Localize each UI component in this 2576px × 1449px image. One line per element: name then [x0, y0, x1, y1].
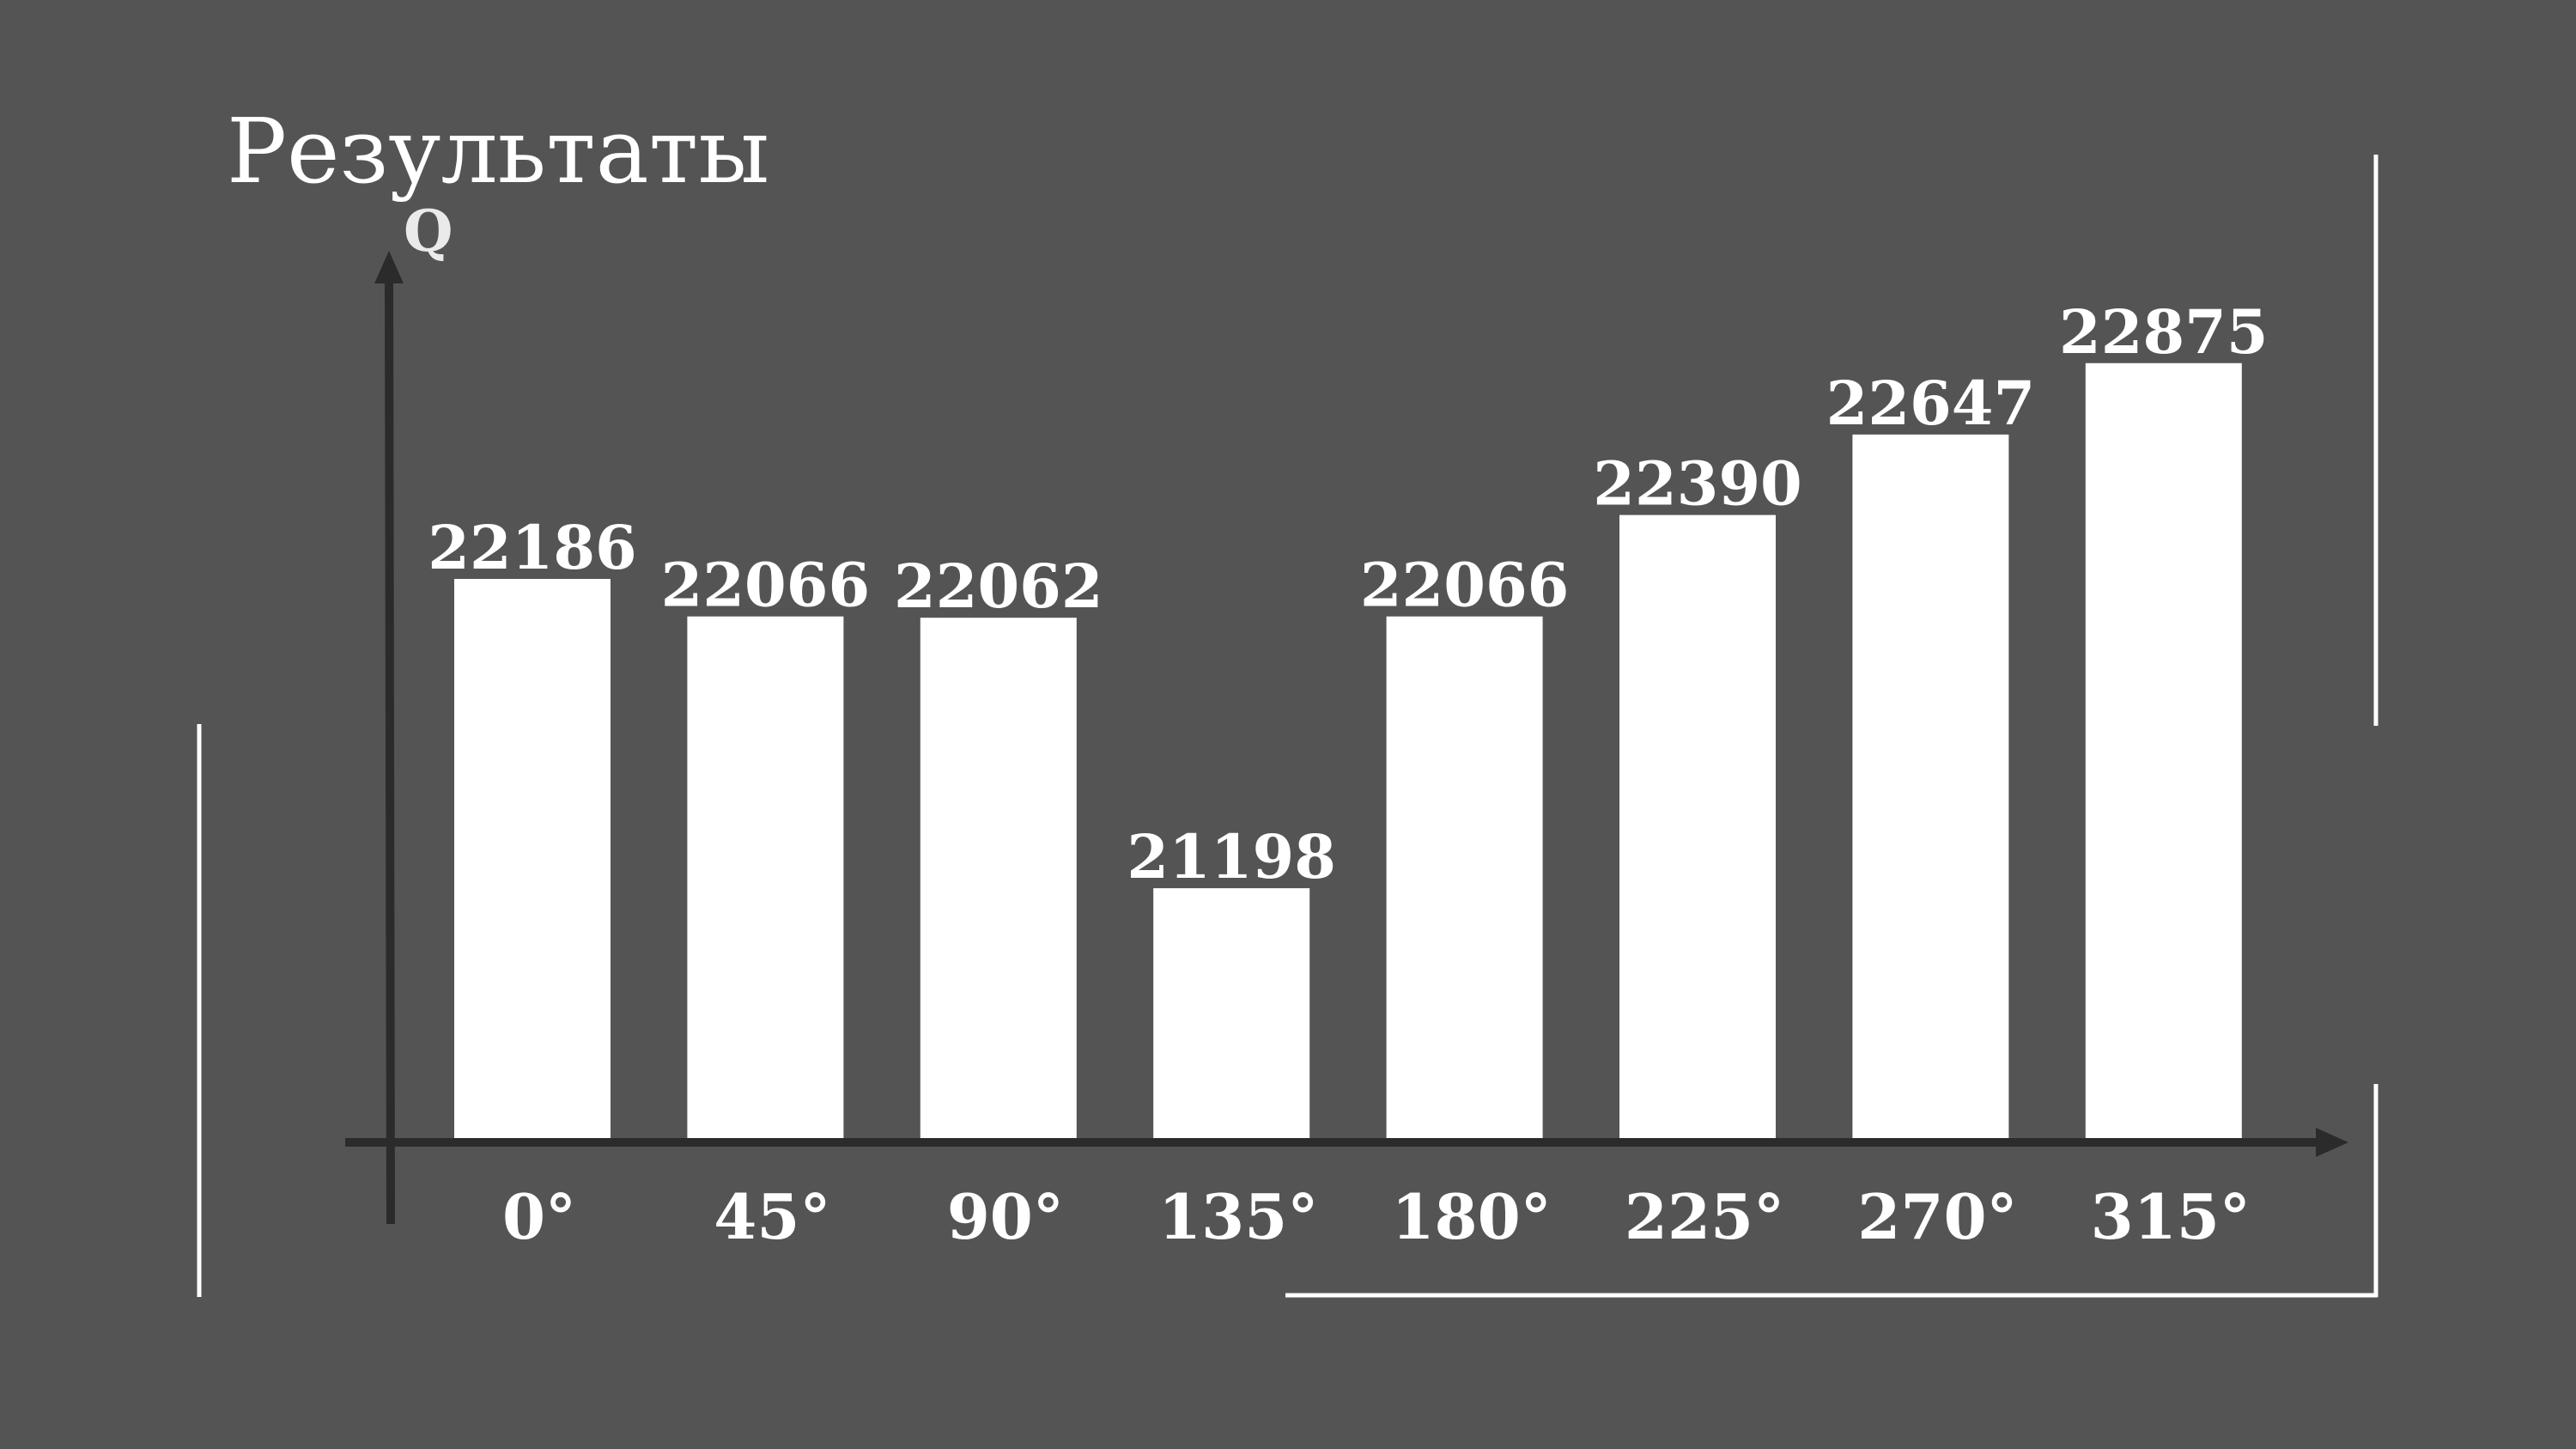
bar-3 [1153, 888, 1310, 1138]
x-axis-arrow-icon [2316, 1128, 2348, 1157]
value-label-4: 22066 [1360, 550, 1570, 621]
category-labels-group: 0° 45° 90° 135° 180° 225° 270° 315° [502, 1180, 2251, 1253]
bar-7 [2085, 362, 2242, 1138]
chart-title: Результаты [227, 99, 769, 204]
bar-5 [1619, 514, 1776, 1138]
bar-6 [1852, 434, 2009, 1138]
value-label-2: 22062 [894, 551, 1103, 622]
x-tick-label-1: 45° [714, 1180, 830, 1253]
value-labels-group: 22186 22066 22062 21198 22066 22390 22647 22875 [428, 296, 2268, 892]
bars-group [454, 362, 2242, 1138]
x-tick-label-3: 135° [1158, 1180, 1318, 1253]
x-tick-label-7: 315° [2091, 1180, 2251, 1253]
y-axis-arrow-icon [374, 251, 404, 283]
x-tick-label-4: 180° [1391, 1180, 1551, 1253]
x-tick-label-5: 225° [1625, 1180, 1784, 1253]
value-label-6: 22647 [1826, 368, 2036, 439]
value-label-0: 22186 [428, 512, 637, 583]
y-axis-label: Q [404, 198, 453, 265]
bar-0 [454, 579, 611, 1138]
bar-4 [1386, 616, 1543, 1138]
value-label-1: 22066 [661, 550, 871, 621]
value-label-3: 21198 [1127, 821, 1336, 892]
x-tick-label-6: 270° [1857, 1180, 2017, 1253]
y-axis-line [385, 276, 395, 1225]
bar-1 [687, 616, 844, 1138]
value-label-5: 22390 [1593, 448, 1802, 520]
x-tick-label-0: 0° [502, 1180, 576, 1253]
x-tick-label-2: 90° [947, 1180, 1064, 1253]
bar-2 [920, 618, 1077, 1138]
value-label-7: 22875 [2059, 296, 2269, 368]
